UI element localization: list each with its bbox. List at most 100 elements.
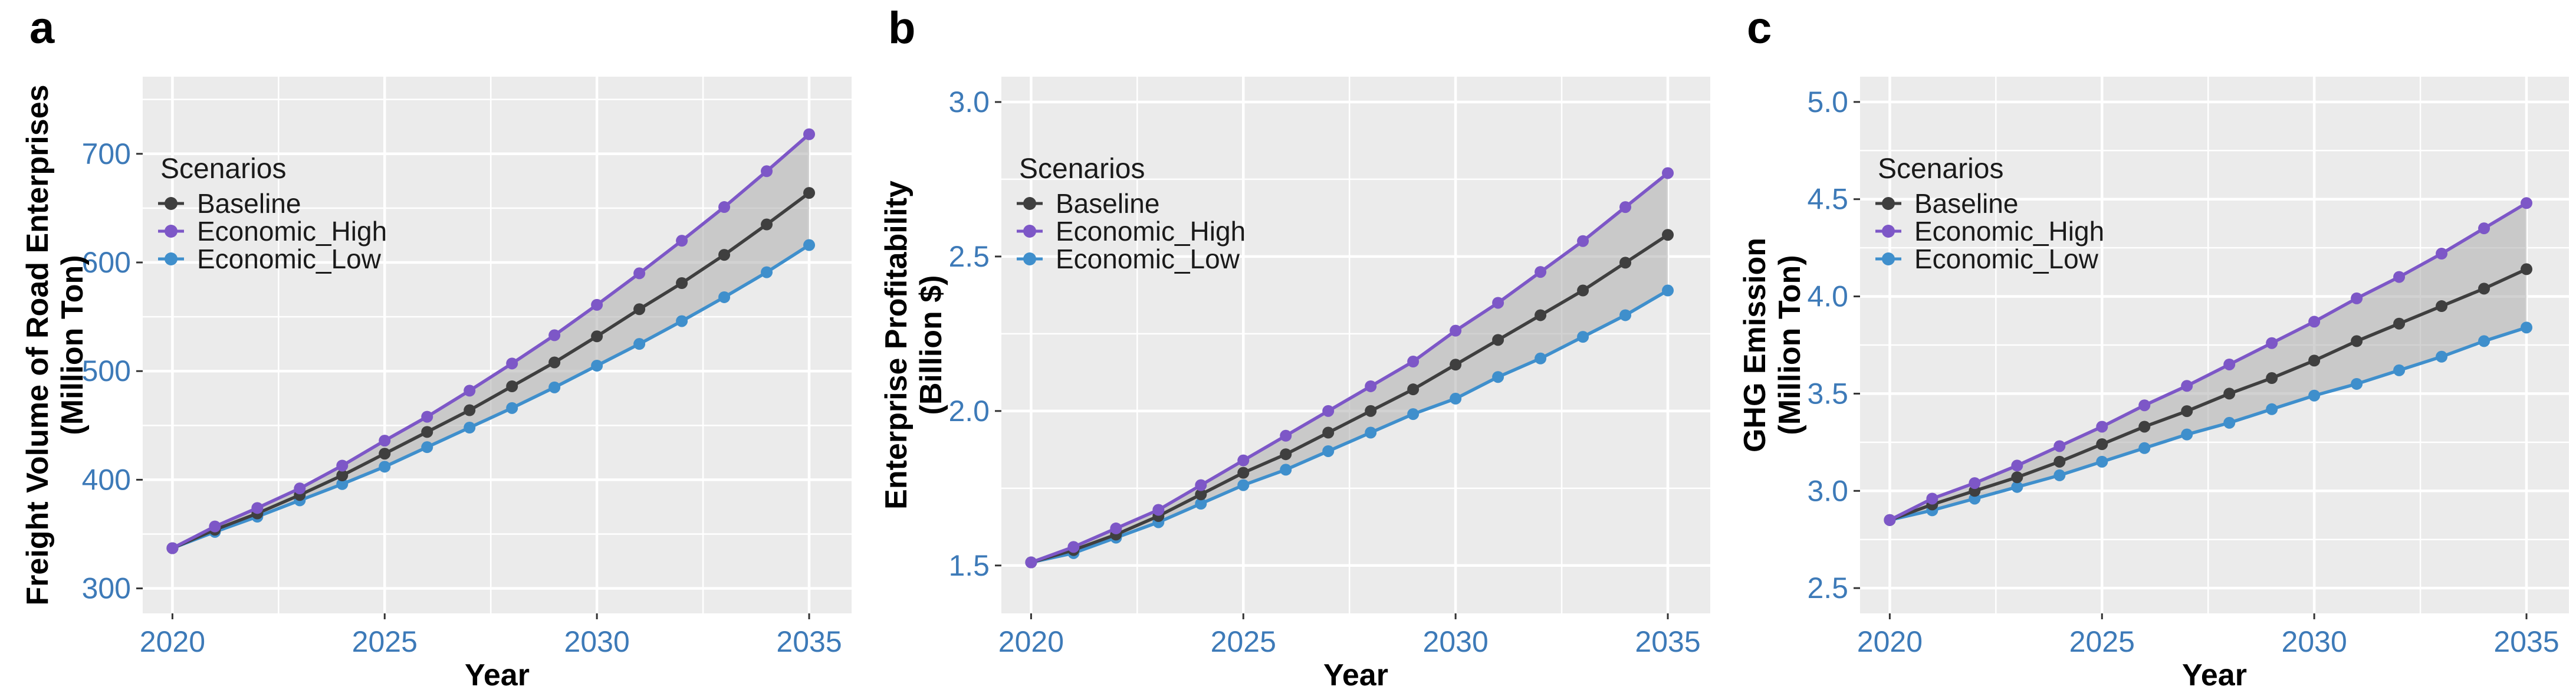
- x-tick-label: 2035: [2493, 625, 2559, 658]
- y-tick-label: 5.0: [1807, 86, 1848, 119]
- data-point: [1577, 331, 1589, 343]
- legend-item-label: Economic_Low: [197, 244, 382, 274]
- series-economic_low: [1884, 321, 2533, 526]
- data-point: [548, 381, 561, 393]
- data-point: [1407, 383, 1420, 396]
- data-point: [2436, 350, 2448, 363]
- data-point: [464, 385, 476, 397]
- data-point: [294, 482, 306, 495]
- legend: ScenariosBaselineEconomic_HighEconomic_L…: [1017, 153, 1246, 274]
- data-point: [506, 380, 518, 392]
- legend-key-point: [1023, 252, 1036, 265]
- legend-item-economic_high: Economic_High: [1017, 216, 1246, 247]
- data-point: [2478, 283, 2490, 295]
- legend-item-baseline: Baseline: [1875, 188, 2018, 219]
- data-point: [379, 435, 391, 447]
- data-point: [1662, 167, 1674, 179]
- x-tick-label: 2030: [564, 625, 630, 658]
- x-axis-title: Year: [1323, 658, 1388, 692]
- data-point: [2393, 364, 2406, 376]
- x-tick-label: 2025: [2069, 625, 2135, 658]
- data-point: [336, 469, 349, 482]
- uncertainty-ribbon: [1890, 203, 2527, 520]
- legend-item-economic_high: Economic_High: [158, 216, 387, 247]
- y-tick-label: 3.0: [948, 86, 990, 119]
- data-point: [2521, 263, 2533, 275]
- data-point: [209, 520, 221, 533]
- data-point: [2393, 271, 2406, 283]
- legend-item-label: Economic_High: [1056, 216, 1246, 247]
- y-tick-label: 300: [82, 572, 131, 605]
- data-point: [379, 461, 391, 473]
- axis-ticks: [995, 101, 1669, 619]
- legend-title: Scenarios: [1019, 153, 1145, 185]
- data-point: [761, 266, 773, 278]
- data-point: [803, 187, 816, 199]
- data-point: [2478, 335, 2490, 347]
- y-axis-title-line2: (Million Ton): [1773, 255, 1807, 435]
- data-point: [2223, 358, 2236, 370]
- data-point: [633, 338, 646, 350]
- data-point: [2096, 455, 2108, 468]
- data-point: [1619, 309, 1632, 321]
- x-tick-label: 2035: [776, 625, 842, 658]
- legend-title: Scenarios: [160, 153, 286, 185]
- legend-item-label: Baseline: [197, 188, 301, 219]
- data-point: [761, 165, 773, 178]
- data-point: [761, 218, 773, 231]
- data-point: [1577, 284, 1589, 297]
- data-point: [1662, 284, 1674, 297]
- data-point: [1110, 522, 1122, 534]
- series-line: [1888, 201, 2528, 522]
- data-point: [633, 267, 646, 280]
- chart-b-svg: 1.5 2.0 2.5 3.0 2020 2025 2030 2035 Year Enterpri…: [879, 77, 1710, 692]
- data-point: [676, 277, 688, 289]
- data-point: [2351, 377, 2363, 390]
- data-point: [2223, 387, 2236, 400]
- legend-key-point: [165, 252, 178, 265]
- legend-key-point: [165, 225, 178, 238]
- legend-item-baseline: Baseline: [1017, 188, 1159, 219]
- data-point: [2308, 354, 2321, 367]
- data-point: [506, 402, 518, 414]
- legend-key-point: [1023, 197, 1036, 210]
- panel-c: c 2.5 3.0 3.5 4.0 4.5 5.0 2020 2025 2030 2035 Year…: [1717, 0, 2576, 693]
- data-point: [2053, 440, 2066, 452]
- legend-key-point: [1882, 225, 1895, 238]
- data-point: [591, 360, 603, 372]
- data-point: [2138, 421, 2151, 433]
- data-point: [591, 330, 603, 343]
- axis-ticks: [136, 153, 810, 619]
- data-point: [1492, 297, 1504, 309]
- data-point: [1492, 334, 1504, 346]
- chart-c-svg: 2.5 3.0 3.5 4.0 4.5 5.0 2020 2025 2030 2035 Year GH…: [1738, 77, 2569, 692]
- data-point: [1322, 405, 1335, 417]
- series-line: [1029, 233, 1670, 564]
- data-point: [2096, 438, 2108, 451]
- data-point: [2266, 372, 2278, 385]
- data-point: [591, 298, 603, 311]
- x-tick-label: 2020: [1857, 625, 1923, 658]
- legend-item-economic_low: Economic_Low: [158, 244, 382, 274]
- data-point: [1535, 266, 1547, 278]
- y-tick-label: 3.0: [1807, 474, 1848, 507]
- legend-key-point: [1882, 252, 1895, 265]
- y-tick-label: 3.5: [1807, 377, 1848, 410]
- data-point: [2138, 442, 2151, 454]
- data-point: [2138, 399, 2151, 412]
- data-point: [336, 459, 349, 472]
- data-point: [1619, 257, 1632, 269]
- data-point: [336, 478, 349, 490]
- data-point: [1322, 445, 1335, 457]
- data-point: [2308, 389, 2321, 402]
- x-tick-label: 2020: [998, 625, 1064, 658]
- data-point: [633, 303, 646, 316]
- plot-background: [143, 77, 852, 613]
- legend-item-baseline: Baseline: [158, 188, 301, 219]
- data-point: [548, 329, 561, 341]
- data-point: [676, 235, 688, 247]
- data-point: [1280, 429, 1292, 442]
- data-point: [1280, 464, 1292, 476]
- data-point: [1450, 324, 1462, 337]
- series-economic_high: [166, 128, 816, 554]
